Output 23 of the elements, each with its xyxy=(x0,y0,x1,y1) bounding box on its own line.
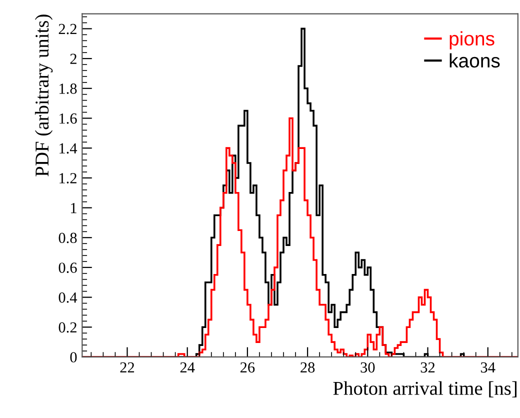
x-axis-title: Photon arrival time [ns] xyxy=(333,381,516,398)
legend-label: pions xyxy=(450,31,494,50)
x-tick-label: 32 xyxy=(420,362,435,373)
y-tick-label: 0.8 xyxy=(58,232,77,244)
y-tick-label: 1 xyxy=(71,202,76,214)
x-tick-label: 22 xyxy=(120,362,134,372)
y-tick-label: 2 xyxy=(70,54,76,64)
y-tick-label: 2.2 xyxy=(58,24,76,34)
y-tick-label: 0.4 xyxy=(58,292,78,303)
y-tick-label: 1.2 xyxy=(60,173,76,184)
y-axis-title: PDF (arbitrary units) xyxy=(34,14,53,176)
legend-label: kaons xyxy=(450,53,500,68)
y-tick-label: 0.2 xyxy=(58,322,76,333)
x-tick-label: 30 xyxy=(360,362,375,373)
y-tick-label: 1.6 xyxy=(60,113,77,124)
x-tick-label: 28 xyxy=(300,362,315,373)
y-tick-label: 0 xyxy=(70,352,77,362)
y-tick-label: 1.8 xyxy=(60,84,77,94)
x-tick-label: 26 xyxy=(240,362,255,373)
x-tick-label: 24 xyxy=(180,362,195,372)
x-tick-label: 34 xyxy=(480,362,496,373)
y-tick-label: 0.6 xyxy=(58,262,77,273)
y-tick-label: 1.4 xyxy=(60,143,78,154)
